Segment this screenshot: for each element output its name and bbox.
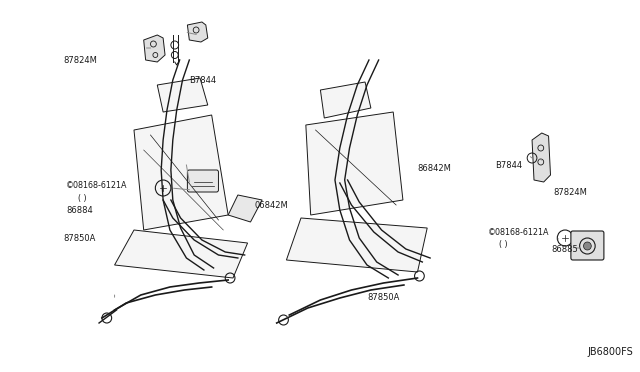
Text: 86884: 86884 xyxy=(66,205,93,215)
Text: 87850A: 87850A xyxy=(367,294,399,302)
Polygon shape xyxy=(306,112,403,215)
Text: ( ): ( ) xyxy=(77,193,86,202)
Polygon shape xyxy=(532,133,550,182)
Polygon shape xyxy=(144,35,165,62)
FancyBboxPatch shape xyxy=(571,231,604,260)
Polygon shape xyxy=(188,22,208,42)
Circle shape xyxy=(584,242,591,250)
Polygon shape xyxy=(287,218,427,272)
Text: 06842M: 06842M xyxy=(254,201,288,209)
Text: 87824M: 87824M xyxy=(63,55,97,64)
FancyBboxPatch shape xyxy=(188,170,218,192)
Polygon shape xyxy=(157,78,208,112)
Text: B7844: B7844 xyxy=(495,160,522,170)
Polygon shape xyxy=(321,82,371,118)
Polygon shape xyxy=(115,230,248,278)
Polygon shape xyxy=(228,195,262,222)
Text: 87824M: 87824M xyxy=(554,187,588,196)
Polygon shape xyxy=(134,115,228,230)
Text: JB6800FS: JB6800FS xyxy=(588,347,633,357)
Text: 87850A: 87850A xyxy=(63,234,95,243)
Text: B7844: B7844 xyxy=(189,76,216,84)
Text: ( ): ( ) xyxy=(499,240,508,248)
Text: 86842M: 86842M xyxy=(417,164,451,173)
Text: ©08168-6121A: ©08168-6121A xyxy=(488,228,549,237)
Text: ©08168-6121A: ©08168-6121A xyxy=(66,180,127,189)
Text: 86885: 86885 xyxy=(552,246,578,254)
